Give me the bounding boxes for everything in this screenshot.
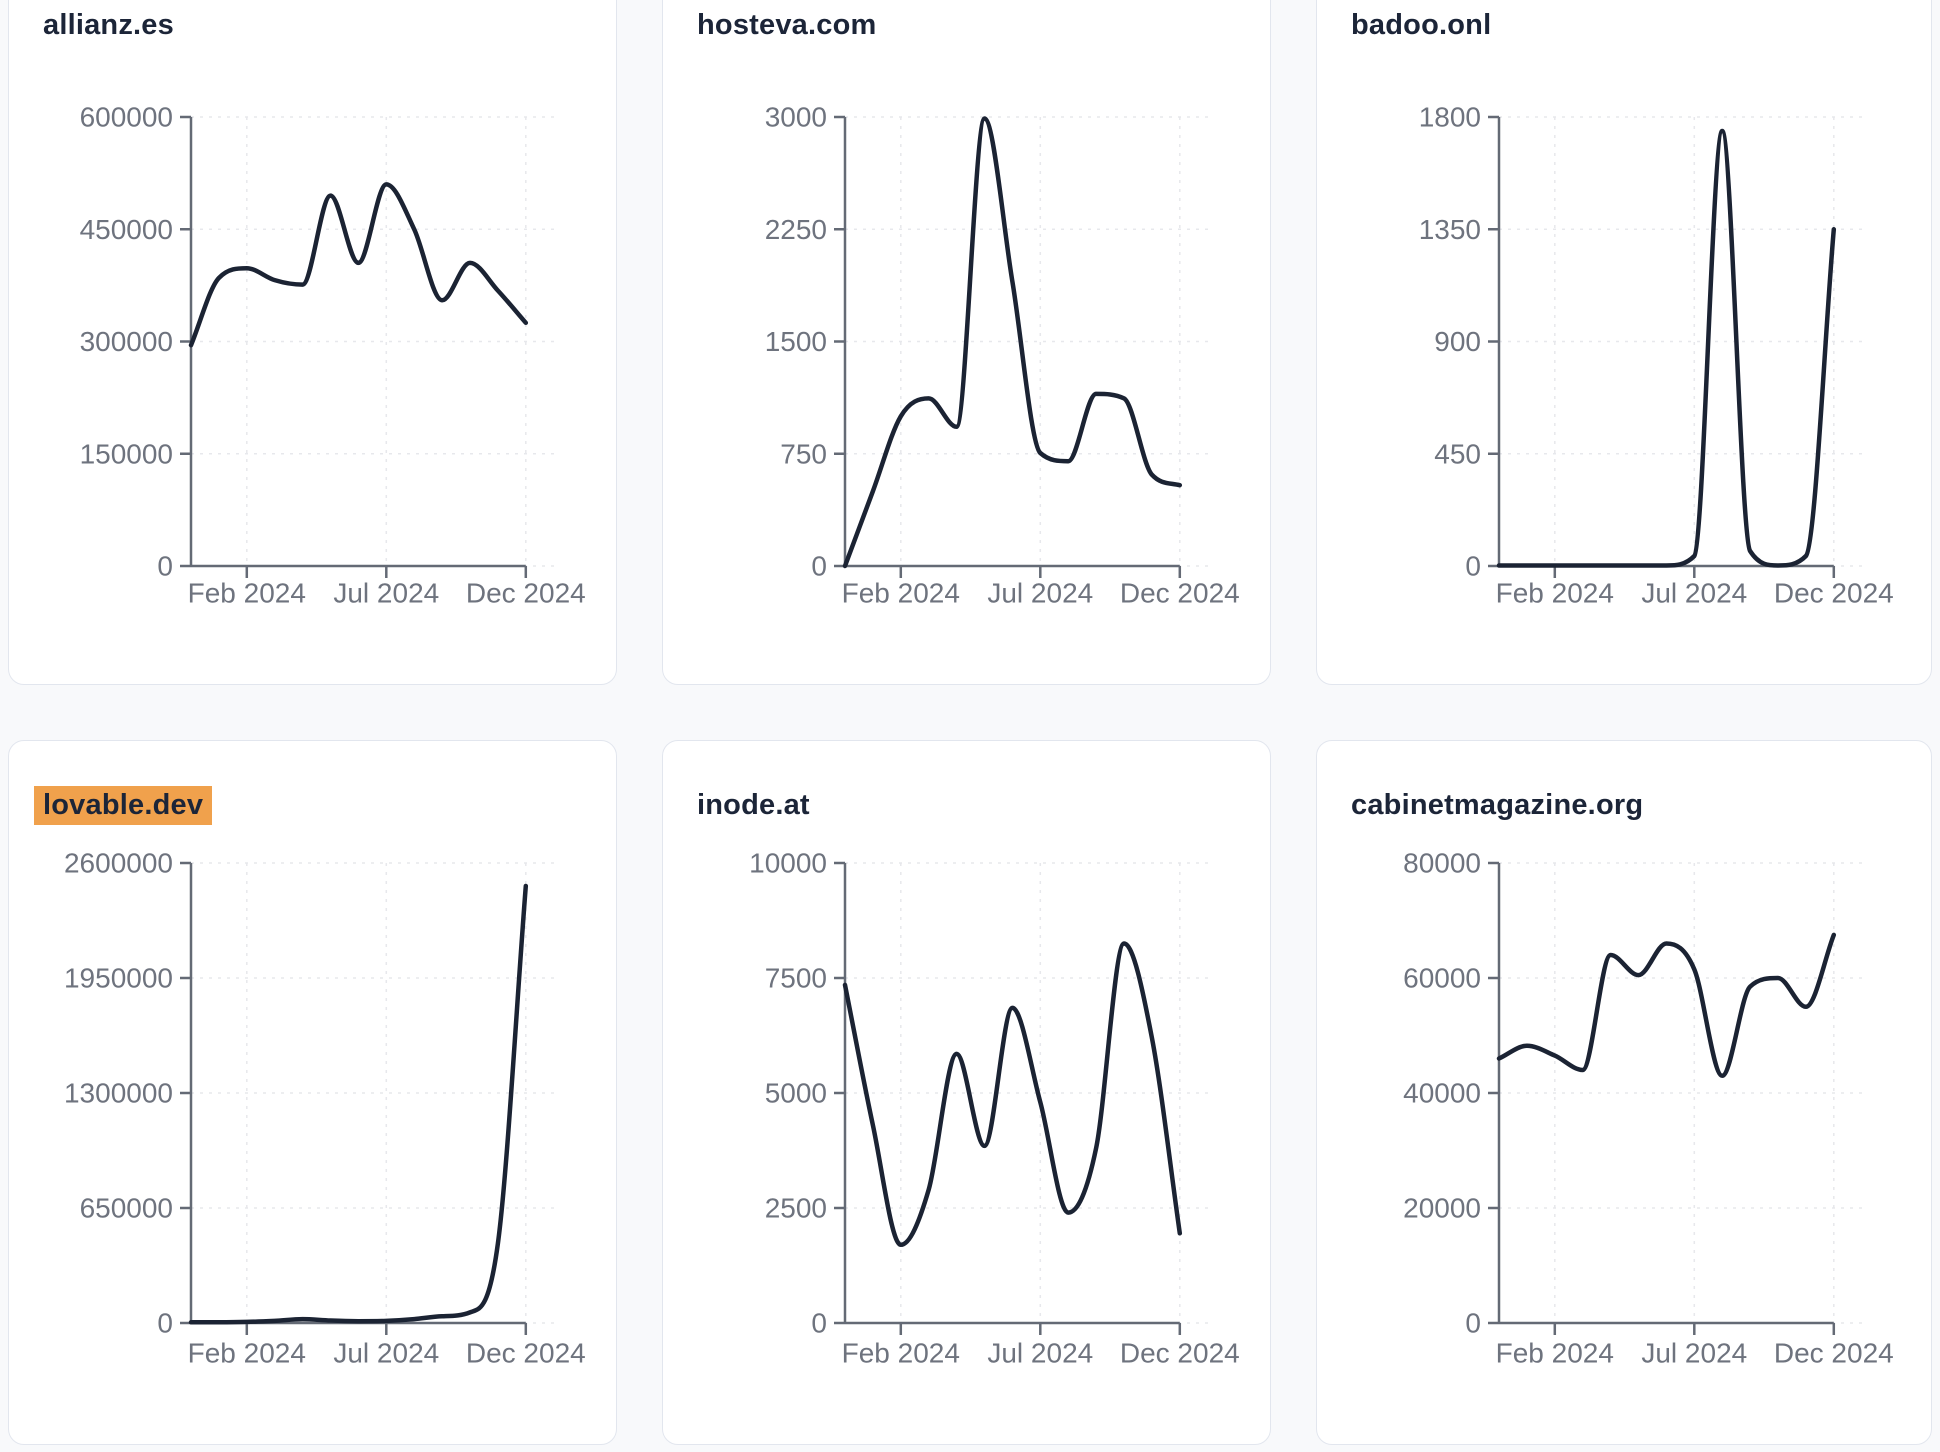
svg-text:Jul 2024: Jul 2024 (987, 578, 1093, 609)
svg-text:Feb 2024: Feb 2024 (842, 578, 960, 609)
svg-text:60000: 60000 (1403, 963, 1481, 994)
svg-text:Feb 2024: Feb 2024 (1496, 1338, 1614, 1369)
svg-text:2250: 2250 (765, 214, 827, 245)
svg-text:1950000: 1950000 (64, 963, 173, 994)
svg-text:Dec 2024: Dec 2024 (1120, 578, 1240, 609)
svg-text:1350: 1350 (1419, 214, 1481, 245)
svg-text:5000: 5000 (765, 1078, 827, 1109)
svg-text:Dec 2024: Dec 2024 (1774, 1338, 1894, 1369)
svg-text:Dec 2024: Dec 2024 (1774, 578, 1894, 609)
svg-text:Dec 2024: Dec 2024 (1120, 1338, 1240, 1369)
svg-text:0: 0 (811, 551, 827, 582)
svg-text:Feb 2024: Feb 2024 (188, 1338, 306, 1369)
svg-text:7500: 7500 (765, 963, 827, 994)
svg-text:2500: 2500 (765, 1193, 827, 1224)
chart-title[interactable]: inode.at (697, 789, 810, 821)
svg-text:Jul 2024: Jul 2024 (1641, 578, 1747, 609)
chart-title[interactable]: badoo.onl (1351, 9, 1492, 41)
svg-text:Dec 2024: Dec 2024 (466, 1338, 586, 1369)
svg-text:Jul 2024: Jul 2024 (333, 578, 439, 609)
chart-card: cabinetmagazine.org 0 20000 40000 60000 8000… (1316, 740, 1932, 1445)
line-chart: 0 20000 40000 60000 80000 Feb 2024 Jul 2024 Dec… (1403, 848, 1894, 1369)
svg-text:Feb 2024: Feb 2024 (842, 1338, 960, 1369)
svg-text:0: 0 (811, 1308, 827, 1339)
chart-card: allianz.es 0 150000 300000 450000 600000 Feb … (8, 0, 617, 685)
svg-text:Jul 2024: Jul 2024 (1641, 1338, 1747, 1369)
svg-text:1500: 1500 (765, 326, 827, 357)
svg-text:0: 0 (1465, 551, 1481, 582)
svg-text:Jul 2024: Jul 2024 (333, 1338, 439, 1369)
svg-text:10000: 10000 (749, 848, 827, 879)
chart-title[interactable]: hosteva.com (697, 9, 877, 41)
line-chart: 0 750 1500 2250 3000 Feb 2024 Jul 2024 Dec 2024 (765, 102, 1240, 609)
svg-text:0: 0 (157, 1308, 173, 1339)
svg-text:Dec 2024: Dec 2024 (466, 578, 586, 609)
svg-text:3000: 3000 (765, 102, 827, 133)
svg-text:0: 0 (1465, 1308, 1481, 1339)
line-chart: 0 650000 1300000 1950000 2600000 Feb 2024 Jul … (64, 848, 586, 1369)
chart-card: inode.at 0 2500 5000 7500 10000 Feb 2024 Jul 2… (662, 740, 1271, 1445)
svg-text:600000: 600000 (80, 102, 173, 133)
line-chart: 0 450 900 1350 1800 Feb 2024 Jul 2024 Dec 2024 (1419, 102, 1894, 609)
chart-card: hosteva.com 0 750 1500 2250 3000 Feb 2024 Jul … (662, 0, 1271, 685)
svg-text:Feb 2024: Feb 2024 (1496, 578, 1614, 609)
svg-text:80000: 80000 (1403, 848, 1481, 879)
svg-text:300000: 300000 (80, 326, 173, 357)
svg-text:0: 0 (157, 551, 173, 582)
line-chart: 0 150000 300000 450000 600000 Feb 2024 Jul 202… (80, 102, 586, 609)
line-chart: 0 2500 5000 7500 10000 Feb 2024 Jul 2024 Dec 20… (749, 848, 1240, 1369)
svg-text:450: 450 (1434, 438, 1481, 469)
svg-text:1300000: 1300000 (64, 1078, 173, 1109)
svg-text:1800: 1800 (1419, 102, 1481, 133)
chart-title[interactable]: allianz.es (43, 9, 174, 41)
svg-text:650000: 650000 (80, 1193, 173, 1224)
svg-text:2600000: 2600000 (64, 848, 173, 879)
chart-title-highlighted[interactable]: lovable.dev (34, 786, 213, 825)
svg-text:150000: 150000 (80, 438, 173, 469)
svg-text:750: 750 (780, 438, 827, 469)
chart-title[interactable]: cabinetmagazine.org (1351, 789, 1644, 821)
chart-card: badoo.onl 0 450 900 1350 1800 Feb 2024 Jul 202… (1316, 0, 1932, 685)
svg-text:450000: 450000 (80, 214, 173, 245)
svg-text:Jul 2024: Jul 2024 (987, 1338, 1093, 1369)
svg-text:40000: 40000 (1403, 1078, 1481, 1109)
chart-card: lovable.dev 0 650000 1300000 1950000 2600000… (8, 740, 617, 1445)
svg-text:900: 900 (1434, 326, 1481, 357)
svg-text:Feb 2024: Feb 2024 (188, 578, 306, 609)
svg-text:20000: 20000 (1403, 1193, 1481, 1224)
